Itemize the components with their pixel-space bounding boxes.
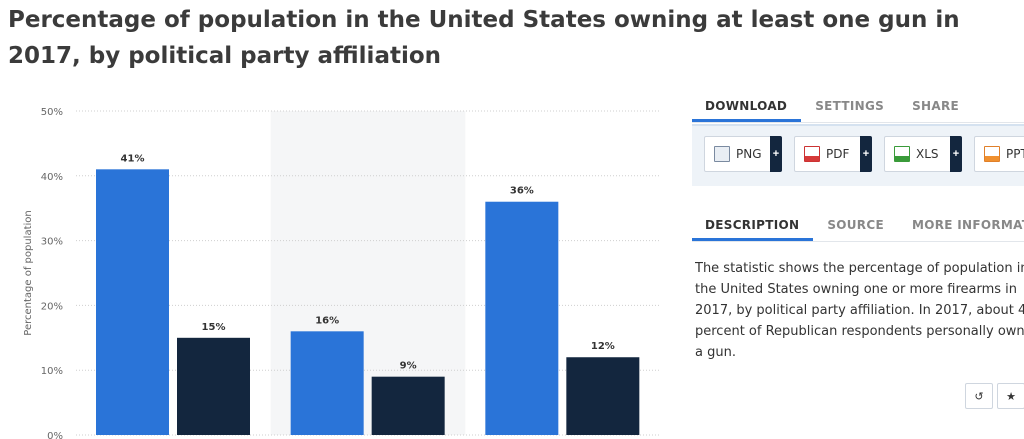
data-label: 15%: [202, 322, 226, 333]
data-label: 12%: [591, 341, 615, 352]
favorite-button[interactable]: ★: [997, 383, 1024, 409]
bars: [96, 169, 640, 435]
xls-label: XLS: [916, 147, 939, 161]
data-label: 36%: [510, 186, 534, 197]
ppt-label: PPT: [1006, 147, 1024, 161]
plus-icon[interactable]: +: [950, 136, 962, 172]
ppt-file-icon: [984, 146, 1000, 162]
tab-divider: [692, 241, 1024, 242]
y-axis-label: Percentage of population: [23, 210, 34, 335]
bar: [566, 357, 640, 435]
download-png-button[interactable]: PNG +: [704, 136, 782, 172]
tab-share[interactable]: SHARE: [912, 99, 959, 113]
data-label: 16%: [315, 315, 339, 326]
bar: [371, 376, 445, 435]
gridlines: [76, 110, 660, 436]
download-pdf-button[interactable]: PDF +: [794, 136, 872, 172]
description-text: The statistic shows the percentage of po…: [695, 261, 1024, 360]
download-toolbar: PNG + PDF + XLS + PPT: [692, 124, 1024, 186]
bar: [485, 201, 559, 435]
download-xls-button[interactable]: XLS +: [884, 136, 962, 172]
download-ppt-button[interactable]: PPT: [974, 136, 1024, 172]
download-tabs: DOWNLOAD SETTINGS SHARE: [692, 93, 973, 122]
reset-button[interactable]: ↺: [965, 383, 993, 409]
tab-download[interactable]: DOWNLOAD: [692, 93, 802, 122]
tab-source[interactable]: SOURCE: [827, 218, 884, 232]
y-tick-label: 40%: [41, 172, 63, 183]
tab-settings[interactable]: SETTINGS: [815, 99, 885, 113]
bar: [290, 331, 364, 435]
bar: [177, 337, 250, 435]
data-label: 41%: [121, 153, 145, 164]
pdf-file-icon: [804, 146, 820, 162]
description-tabs: DESCRIPTION SOURCE MORE INFORMATION: [692, 212, 1024, 241]
data-label: 9%: [400, 361, 417, 372]
xls-file-icon: [894, 146, 910, 162]
y-tick-label: 50%: [41, 107, 63, 118]
plus-icon[interactable]: +: [770, 136, 782, 172]
bar-chart: 0% 10% 20% 30% 40% 50% 41% 15% 16% 9% 36% 12% Perc…: [23, 107, 660, 439]
page-title: Percentage of population in the United S…: [8, 7, 960, 69]
tab-divider: [692, 122, 1024, 123]
reset-icon: ↺: [974, 390, 984, 403]
y-axis-ticks: 0% 10% 20% 30% 40% 50%: [41, 107, 63, 439]
data-labels: 41% 15% 16% 9% 36% 12%: [121, 153, 615, 371]
plus-icon[interactable]: +: [860, 136, 872, 172]
png-label: PNG: [736, 147, 762, 161]
y-tick-label: 10%: [41, 366, 63, 377]
pdf-label: PDF: [826, 147, 850, 161]
y-tick-label: 30%: [41, 237, 63, 248]
y-tick-label: 20%: [41, 301, 63, 312]
bar: [96, 169, 169, 435]
png-file-icon: [714, 146, 730, 162]
y-tick-label: 0%: [47, 431, 63, 439]
tab-description[interactable]: DESCRIPTION: [692, 212, 814, 241]
star-icon: ★: [1006, 390, 1016, 403]
tab-more-information[interactable]: MORE INFORMATION: [911, 218, 1024, 232]
